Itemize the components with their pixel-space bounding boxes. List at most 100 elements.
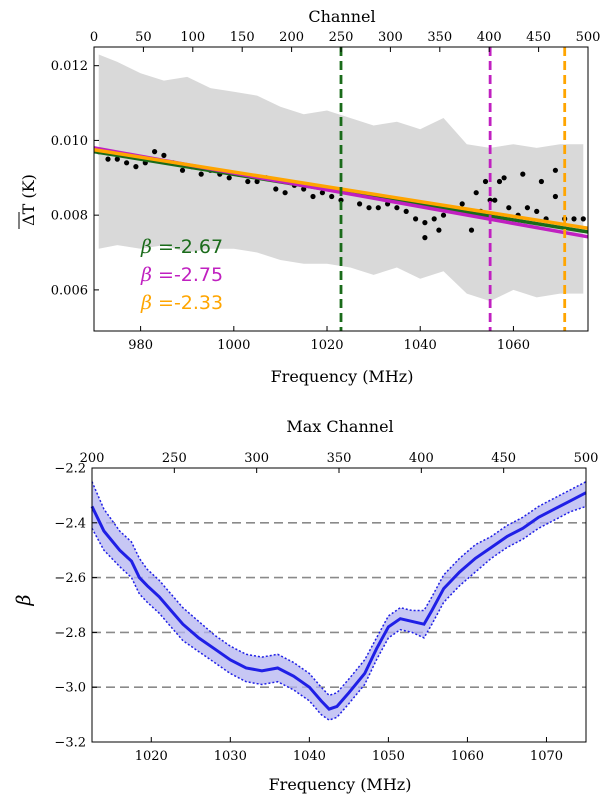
x-axis-title: Frequency (MHz) — [269, 775, 412, 794]
data-point — [245, 178, 251, 185]
data-point — [520, 171, 526, 177]
y-tick-label: −2.8 — [54, 626, 86, 641]
data-point — [436, 227, 442, 233]
data-point — [394, 205, 400, 211]
data-point — [133, 164, 139, 170]
y-tick-label: −2.6 — [54, 571, 86, 586]
channel-tick-label: 350 — [327, 451, 352, 466]
data-point — [198, 171, 204, 177]
data-point — [357, 201, 363, 207]
y-axis-title: β — [13, 594, 35, 606]
beta-annotation: β =-2.33 — [140, 292, 223, 314]
data-point — [254, 178, 260, 185]
data-point — [375, 205, 381, 211]
channel-tick-label: 400 — [477, 30, 502, 45]
x-tick-label: 1040 — [404, 338, 437, 353]
x-tick-label: 1030 — [214, 749, 247, 764]
data-point — [226, 175, 232, 181]
data-point — [273, 186, 279, 192]
data-point — [501, 175, 507, 181]
channel-tick-label: 150 — [230, 30, 255, 45]
data-point — [492, 197, 498, 203]
beta-symbol: β — [140, 264, 152, 286]
y-tick-label: 0.012 — [51, 59, 88, 74]
channel-tick-label: 100 — [180, 30, 205, 45]
beta-value: =-2.33 — [152, 292, 223, 314]
data-point — [413, 216, 419, 222]
data-point — [440, 212, 447, 218]
x-tick-label: 1020 — [135, 749, 168, 764]
upper-bound-line — [91, 481, 587, 697]
data-point — [538, 178, 545, 185]
data-point — [105, 156, 111, 162]
channel-tick-label: 500 — [574, 451, 599, 466]
channel-tick-label: 500 — [576, 30, 601, 45]
channel-markers — [339, 47, 567, 331]
y-tick-label: −3.0 — [54, 681, 86, 696]
data-point — [534, 208, 540, 214]
beta-annotation: β =-2.75 — [140, 264, 223, 286]
band-area — [92, 481, 586, 721]
y-tick-label: −2.4 — [54, 516, 86, 531]
x-tick-label: 1050 — [372, 749, 405, 764]
x-tick-label: 1040 — [293, 749, 326, 764]
beta-scan-panel: Max Channel 1020 1030 1040 1050 1060 1070 −2.2… — [13, 417, 598, 794]
channel-tick-label: 300 — [378, 30, 403, 45]
x-tick-label: 1000 — [217, 338, 250, 353]
channel-tick-label: 250 — [329, 30, 354, 45]
data-point — [459, 201, 465, 207]
beta-value: =-2.67 — [152, 236, 223, 258]
beta-line — [90, 491, 587, 711]
data-point — [179, 167, 186, 173]
data-point — [403, 208, 409, 214]
data-point — [422, 220, 428, 226]
beta-curve — [90, 481, 587, 721]
x-tick-label: 1070 — [530, 749, 563, 764]
x-tick-label: 1060 — [451, 749, 484, 764]
y-axis-title: ΔT (K) — [19, 174, 38, 226]
channel-tick-label: 350 — [427, 30, 452, 45]
axis-ticks: 1020 1030 1040 1050 1060 1070 −2.2 −2.4 −2.6 −2.8… — [54, 451, 598, 764]
data-point — [468, 227, 475, 233]
data-point — [580, 216, 586, 222]
data-point — [524, 205, 531, 211]
axis-ticks: 980 1000 1020 1040 1060 0.006 0.008 0.010 0.0120… — [51, 30, 601, 353]
channel-tick-label: 200 — [80, 451, 105, 466]
data-point — [114, 156, 120, 162]
reference-lines — [92, 521, 586, 689]
data-point — [366, 205, 372, 211]
beta-annotation: β =-2.67 — [140, 236, 223, 258]
beta-value: =-2.75 — [152, 264, 223, 286]
channel-tick-label: 400 — [409, 451, 434, 466]
channel-tick-label: 450 — [491, 451, 516, 466]
y-tick-label: 0.006 — [51, 283, 88, 298]
channel-tick-label: 50 — [135, 30, 152, 45]
x-tick-label: 1060 — [497, 338, 530, 353]
channel-tick-label: 250 — [162, 451, 187, 466]
data-point — [473, 190, 479, 196]
data-point — [161, 152, 167, 158]
confidence-band — [92, 481, 586, 721]
top-axis-title: Channel — [308, 7, 375, 26]
beta-symbol: β — [140, 236, 152, 258]
beta-symbol: β — [140, 292, 152, 314]
data-point — [124, 160, 130, 166]
data-point — [482, 178, 489, 185]
channel-tick-label: 0 — [90, 30, 98, 45]
data-point — [310, 193, 316, 200]
data-point — [496, 178, 503, 185]
data-point — [319, 190, 325, 196]
x-axis-title: Frequency (MHz) — [271, 367, 414, 386]
y-tick-label: −2.2 — [54, 462, 86, 477]
spectral-fit-panel: Channel β =-2.67β =-2.75β =-2.33 980 1000… — [18, 7, 601, 386]
top-axis-title: Max Channel — [286, 417, 393, 436]
plot-frame — [93, 46, 589, 332]
beta-annotations: β =-2.67β =-2.75β =-2.33 — [140, 236, 223, 314]
data-point — [552, 193, 559, 200]
data-point — [431, 216, 437, 222]
data-point — [552, 167, 559, 173]
x-tick-label: 980 — [128, 338, 153, 353]
data-point — [571, 216, 577, 222]
plot-frame — [91, 467, 587, 743]
